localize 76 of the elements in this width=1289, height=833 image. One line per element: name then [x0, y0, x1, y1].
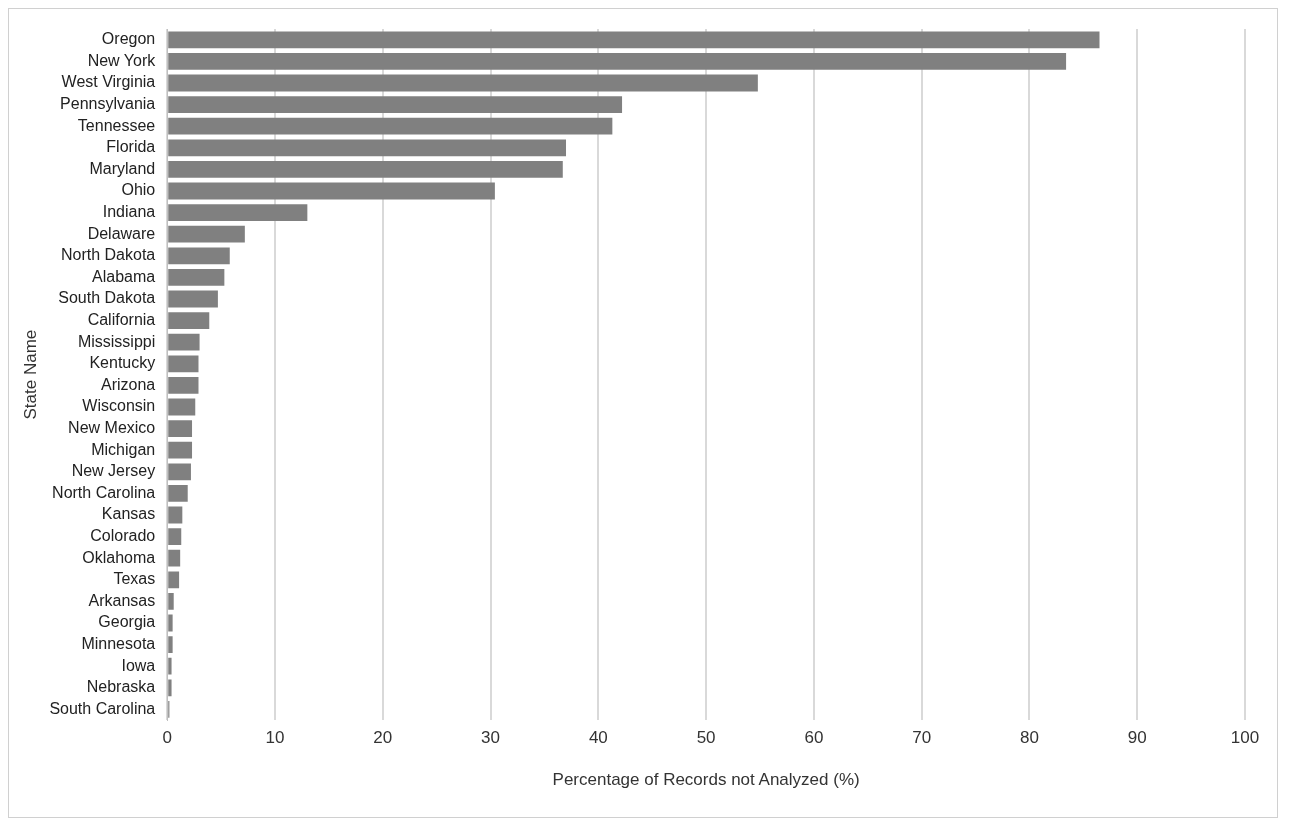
y-tick-label: New York — [87, 51, 157, 69]
bar — [168, 182, 495, 200]
x-tick-label: 80 — [1019, 728, 1039, 748]
x-tick-label: 30 — [481, 728, 501, 748]
y-tick-label: Colorado — [90, 527, 156, 545]
y-tick-label: Kansas — [101, 505, 156, 523]
y-tick-label: Michigan — [91, 440, 156, 458]
y-axis-title: State Name — [20, 329, 40, 420]
bar — [168, 636, 173, 654]
x-tick-label: 70 — [912, 728, 932, 748]
bar — [168, 463, 191, 481]
y-tick-label: Iowa — [121, 656, 156, 674]
y-tick-label: Arizona — [100, 375, 156, 393]
x-tick-label: 20 — [373, 728, 393, 748]
y-tick-label: South Carolina — [49, 699, 156, 717]
y-tick-label: Oregon — [101, 30, 156, 48]
y-tick-label: New Jersey — [71, 462, 156, 480]
bar — [168, 74, 758, 92]
bar — [168, 376, 199, 394]
y-tick-label: Texas — [113, 570, 156, 588]
bar — [168, 31, 1100, 49]
bar — [168, 398, 196, 416]
bar — [168, 614, 173, 632]
bar — [168, 441, 193, 459]
x-axis-title: Percentage of Records not Analyzed (%) — [552, 770, 860, 790]
y-tick-label: Nebraska — [86, 678, 156, 696]
y-tick-label: Alabama — [92, 267, 156, 285]
x-tick-label: 10 — [265, 728, 285, 748]
bar — [168, 139, 567, 157]
y-tick-label: Maryland — [89, 159, 156, 177]
x-tick-label: 60 — [804, 728, 824, 748]
bar — [168, 528, 182, 546]
bar — [168, 549, 181, 567]
bar — [168, 333, 200, 351]
x-tick-label: 90 — [1127, 728, 1147, 748]
y-tick-label: South Dakota — [58, 289, 156, 307]
y-tick-label: California — [87, 311, 156, 329]
y-tick-label: North Carolina — [52, 483, 156, 501]
bar — [168, 160, 563, 178]
bar — [168, 506, 183, 524]
x-tick-label: 40 — [588, 728, 608, 748]
bar — [168, 268, 225, 286]
y-tick-label: Minnesota — [81, 635, 156, 653]
y-tick-label: Indiana — [102, 203, 156, 221]
bar — [168, 247, 230, 265]
bar — [168, 290, 218, 308]
x-tick-label: 0 — [162, 728, 172, 748]
y-tick-label: Wisconsin — [82, 397, 156, 415]
y-tick-label: North Dakota — [60, 246, 156, 264]
bar — [168, 571, 180, 589]
y-tick-label: Pennsylvania — [60, 95, 156, 113]
bar — [168, 96, 623, 114]
x-tick-label: 50 — [696, 728, 716, 748]
y-tick-label: Arkansas — [88, 591, 156, 609]
y-tick-label: Tennessee — [77, 116, 156, 134]
y-tick-label: Kentucky — [89, 354, 156, 372]
y-tick-label: Delaware — [87, 224, 156, 242]
bar — [168, 52, 1067, 70]
y-tick-label: New Mexico — [68, 419, 156, 437]
bar — [168, 679, 172, 697]
bar — [168, 355, 199, 373]
bar — [168, 312, 210, 330]
bar — [168, 117, 613, 135]
bar — [168, 225, 245, 243]
bar — [168, 204, 308, 222]
y-tick-label: Mississippi — [77, 332, 156, 350]
bar — [168, 657, 172, 675]
bar — [168, 592, 174, 610]
y-tick-label: Ohio — [121, 181, 156, 199]
y-tick-label: Georgia — [98, 613, 156, 631]
bar — [168, 420, 193, 438]
y-tick-label: Oklahoma — [82, 548, 156, 566]
x-tick-label: 100 — [1230, 728, 1260, 748]
y-tick-label: Florida — [106, 138, 156, 156]
y-tick-label: West Virginia — [61, 73, 156, 91]
bar — [168, 484, 188, 502]
